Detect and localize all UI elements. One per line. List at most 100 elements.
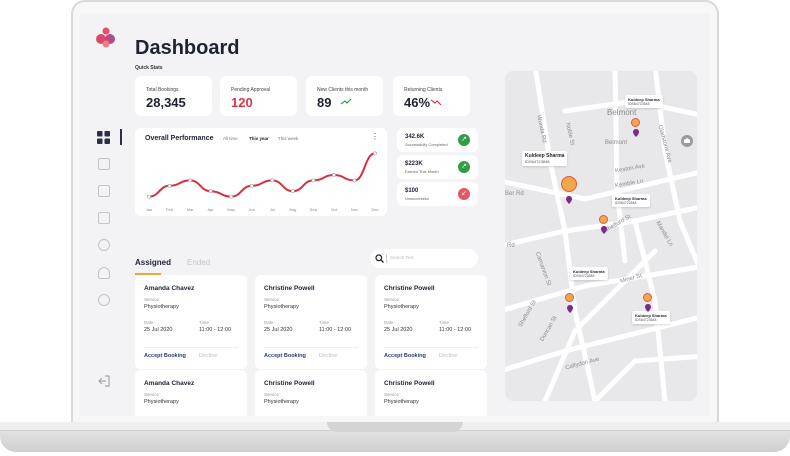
pin-name: Kuldeep Sharma [628,97,660,102]
document-nav-icon[interactable] [98,212,110,224]
search-divider [386,254,387,263]
chart-point[interactable] [270,178,275,183]
service-label: Service [144,297,160,302]
client-name: Christine Powell [264,380,315,387]
card-divider [144,347,238,348]
accept-booking-button[interactable]: Accept Booking [384,353,426,359]
date-label: Date [384,320,394,325]
x-tick-label: May [227,207,235,212]
stat-card-new-clients: New Clients this month 89 [306,76,383,116]
service-value: Physiotherapy [144,304,179,310]
user-avatar[interactable] [631,118,640,127]
pin-phone: IDS64723648 [525,159,550,164]
location-pin-icon [567,305,573,313]
map-pin-card[interactable]: Kuldeep Sharma IDS64723648 [522,151,568,166]
chart-point[interactable] [352,178,357,183]
performance-chart: Jan Feb Mar Apr May Jun Jul Aug Sep Oct Nov Dec [146,151,379,212]
date-value: 25 Jul 2020 [144,327,173,333]
time-label: Time [439,320,449,325]
street-label: Belmont [605,140,628,146]
chart-point[interactable] [229,194,234,199]
stat-value: 120 [231,95,253,110]
stat-label: Total Bookings [146,87,179,93]
pin-phone: IDS64723648 [628,102,650,106]
performance-title: Overall Performance [145,135,214,142]
chart-point[interactable] [373,151,377,156]
map-pin-card[interactable]: Kuldeep Sharma IDS64723648 [570,267,608,280]
chart-point[interactable] [147,194,151,199]
accept-booking-button[interactable]: Accept Booking [264,353,306,359]
chart-point[interactable] [311,178,316,183]
decline-button[interactable]: Decline [319,353,338,359]
service-label: Service [264,392,280,397]
tab-ended[interactable]: Ended [187,258,211,267]
street-label: Ber Rd [505,191,524,197]
map-pin-card[interactable]: Kuldeep Sharma IDS64723648 [632,311,670,324]
accept-booking-button[interactable]: Accept Booking [144,353,186,359]
map-pin-card[interactable]: Kuldeep Sharma IDS64723648 [625,95,663,108]
pin-phone: IDS64723648 [615,201,637,205]
nav-active-indicator [120,129,122,145]
calendar-nav-icon[interactable] [98,185,110,197]
app-screen: Dashboard Quick Stats Total Bookings 28,… [80,13,710,416]
chart-point[interactable] [249,183,254,188]
logout-icon[interactable] [98,375,110,387]
stat-label: New Clients this month [317,87,369,93]
time-value: 11:00 - 12:00 [439,327,472,333]
chart-point[interactable] [290,189,295,194]
tab-this-week[interactable]: This week [278,136,299,141]
dashboard-grid-icon[interactable] [97,131,110,144]
decline-button[interactable]: Decline [199,353,218,359]
chart-nav-icon[interactable] [98,158,110,170]
chat-nav-icon[interactable] [98,239,110,251]
time-label: Time [319,320,329,325]
location-pin-icon [645,304,651,312]
service-value: Physiotherapy [144,399,179,405]
chart-point[interactable] [208,189,213,194]
more-vertical-icon[interactable]: ⋮ [371,132,379,141]
date-label: Date [144,320,154,325]
chart-point[interactable] [332,173,336,177]
user-avatar[interactable] [643,293,652,302]
settings-gear-icon[interactable] [98,294,110,306]
service-label: Service [384,392,400,397]
booking-card: Christine Powell Service Physiotherapy D… [375,275,487,369]
arrow-up-right-icon: ↗ [458,134,470,146]
x-tick-label: Dec [371,207,378,212]
search-input[interactable]: Search Text [390,255,414,260]
card-divider [384,347,478,348]
pin-name: Kuldeep Sharma [615,196,647,201]
user-avatar[interactable] [565,293,574,302]
service-value: Physiotherapy [384,399,419,405]
x-tick-label: Apr [208,207,215,212]
chart-point[interactable] [188,178,192,183]
stat-label: Returning Clients [404,87,443,93]
search-box[interactable]: Search Text [370,249,478,268]
tab-all-time[interactable]: All time [223,136,238,141]
x-tick-label: Feb [166,207,174,212]
stat-value: 46% [404,95,431,110]
trend-up-icon [340,98,352,105]
pin-name: Kuldeep Sharma [573,269,605,274]
pin-name: Kuldeep Sharma [635,313,667,318]
client-name: Christine Powell [384,380,435,387]
app-logo [96,27,115,48]
user-avatar[interactable] [599,215,608,224]
user-avatar[interactable] [561,176,577,192]
decline-button[interactable]: Decline [439,353,458,359]
map-pin-card[interactable]: Kuldeep Sharma IDS64723648 [612,194,650,207]
chart-point[interactable] [167,183,172,188]
metric-card-unsuccessful: $100 Unsuccessful ↙ [397,182,478,206]
booking-card: Amanda Chavez Service Physiotherapy [135,370,247,416]
metric-value: $223K [405,161,423,167]
service-label: Service [384,297,400,302]
tab-assigned[interactable]: Assigned [135,258,172,267]
map-panel[interactable]: Belmont Wunda Rd Noble St Belmont Keston… [505,71,697,401]
pin-phone: IDS64723648 [573,274,595,278]
stat-value: 89 [317,95,332,110]
booking-card: Christine Powell Service Physiotherapy [255,370,367,416]
tab-this-year[interactable]: This year [249,136,269,141]
users-nav-icon[interactable] [98,267,110,279]
date-value: 25 Jul 2020 [264,327,293,333]
sidebar [80,13,128,416]
